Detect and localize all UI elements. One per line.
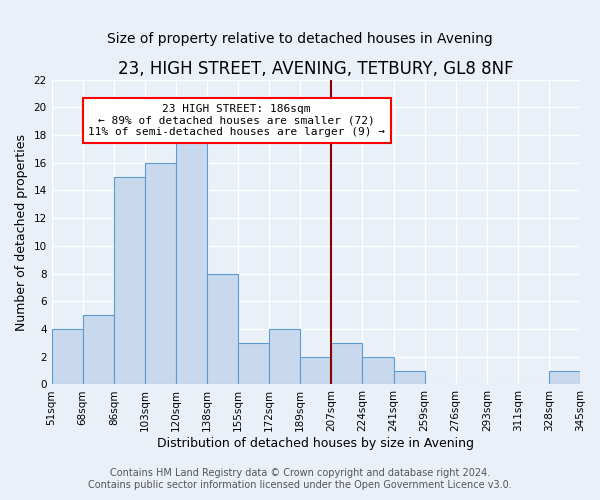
Bar — [362, 356, 394, 384]
Bar — [52, 329, 83, 384]
Title: 23, HIGH STREET, AVENING, TETBURY, GL8 8NF: 23, HIGH STREET, AVENING, TETBURY, GL8 8… — [118, 60, 514, 78]
Bar — [269, 329, 300, 384]
Bar — [238, 343, 269, 384]
Bar — [331, 343, 362, 384]
X-axis label: Distribution of detached houses by size in Avening: Distribution of detached houses by size … — [157, 437, 475, 450]
Bar — [176, 135, 207, 384]
Bar — [394, 370, 425, 384]
Text: Contains HM Land Registry data © Crown copyright and database right 2024.
Contai: Contains HM Land Registry data © Crown c… — [88, 468, 512, 490]
Bar — [549, 370, 580, 384]
Bar — [83, 315, 114, 384]
Bar — [145, 162, 176, 384]
Bar — [207, 274, 238, 384]
Text: Size of property relative to detached houses in Avening: Size of property relative to detached ho… — [107, 32, 493, 46]
Bar — [300, 356, 331, 384]
Y-axis label: Number of detached properties: Number of detached properties — [15, 134, 28, 330]
Bar — [114, 176, 145, 384]
Text: 23 HIGH STREET: 186sqm
← 89% of detached houses are smaller (72)
11% of semi-det: 23 HIGH STREET: 186sqm ← 89% of detached… — [88, 104, 385, 137]
